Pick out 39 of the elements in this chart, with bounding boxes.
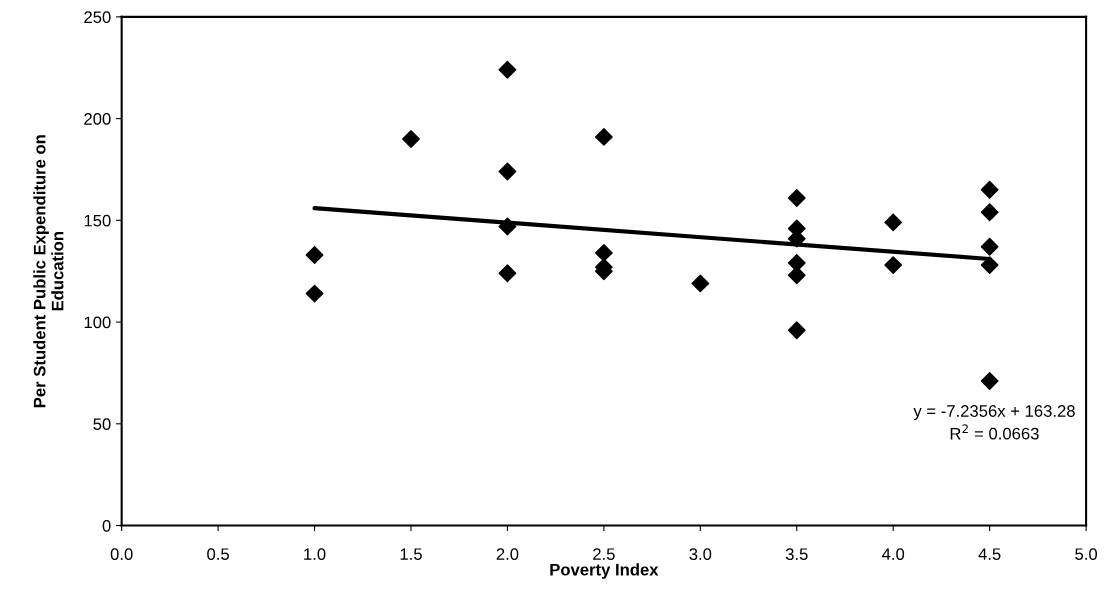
- point: [787, 321, 806, 340]
- x-tick-label: 2.0: [496, 548, 519, 561]
- y-tick-label: 200: [84, 113, 111, 125]
- point: [498, 217, 517, 236]
- x-tick-label: 0.0: [110, 548, 133, 561]
- point: [980, 372, 999, 390]
- x-tick-label: 0.5: [207, 548, 229, 561]
- point: [594, 243, 613, 262]
- x-tick-label: 2.5: [593, 548, 615, 561]
- point: [980, 203, 999, 222]
- x-tick-label: 5.0: [1075, 548, 1098, 561]
- x-axis-title: Poverty Index: [550, 563, 659, 579]
- x-tick-label: 3.0: [689, 548, 712, 561]
- point: [980, 237, 999, 256]
- y-tick-label: 0: [102, 519, 111, 532]
- point: [980, 180, 999, 199]
- x-tick-label: 4.0: [882, 548, 905, 561]
- point: [691, 274, 710, 293]
- x-tick-label: 4.5: [978, 548, 1001, 561]
- point: [305, 284, 324, 303]
- point: [498, 162, 517, 181]
- y-tick-label: 150: [84, 214, 111, 227]
- point: [594, 127, 613, 146]
- point: [787, 189, 806, 207]
- x-tick-label: 1.5: [400, 548, 422, 561]
- y-tick-label: 250: [84, 11, 111, 24]
- y-axis-title: Per Student Public Expenditure on Education: [33, 135, 64, 408]
- y-tick-label: 50: [93, 418, 111, 431]
- x-tick-label: 3.5: [785, 548, 808, 561]
- point: [884, 256, 903, 275]
- point: [884, 213, 903, 232]
- annotation: y = -7.2356x + 163.28 R$^{2}$ = 0.0663: [913, 405, 1075, 440]
- y-tick-label: 100: [84, 316, 111, 329]
- point: [498, 264, 517, 283]
- point: [980, 256, 999, 275]
- point: [305, 246, 324, 264]
- point: [498, 60, 517, 79]
- point: [402, 130, 420, 148]
- x-tick-label: 1.0: [304, 548, 326, 561]
